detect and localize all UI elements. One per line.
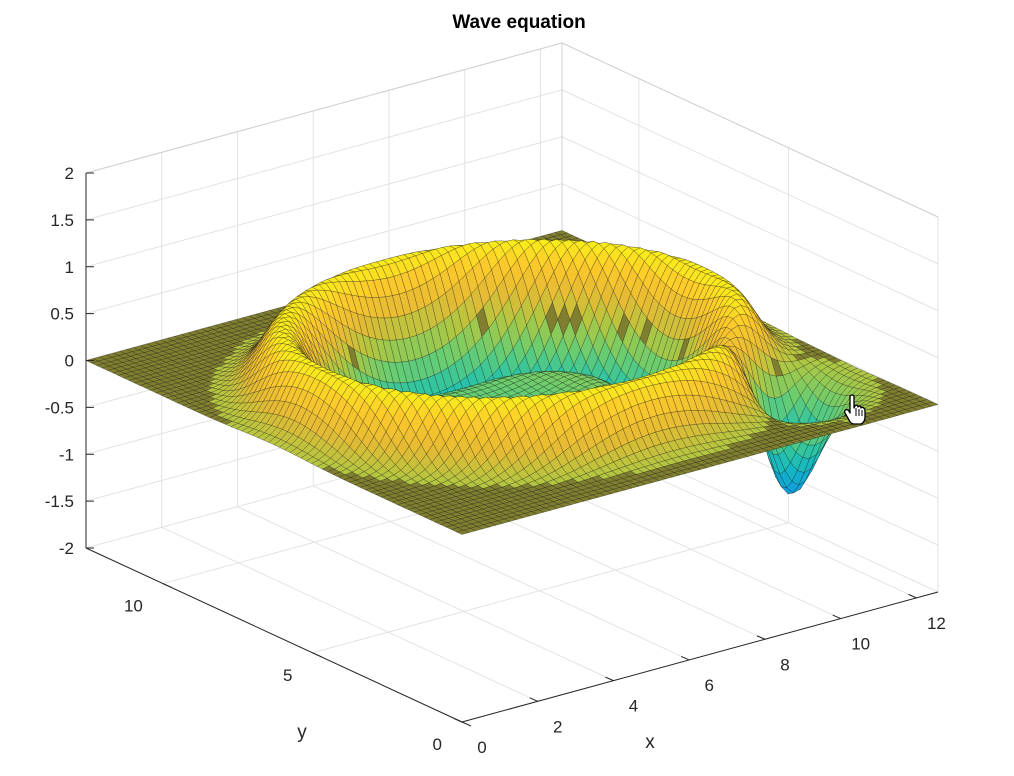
tick-labels: 0 2 4 6 8 10 12 0 5 10 2 1.5 1 0.5 0 -0.5 -1 -1.5 -2 xyxy=(45,164,946,757)
wall-grid-line xyxy=(561,136,939,312)
z-tick-label: 1.5 xyxy=(50,211,74,230)
x-tick-label: 2 xyxy=(553,717,562,736)
y-axis-line xyxy=(85,547,463,723)
wall-grid-line xyxy=(561,183,939,359)
x-tick-label: 0 xyxy=(477,738,486,757)
wall-grid-line xyxy=(561,89,939,265)
floor-grid-line xyxy=(237,506,614,682)
x-tick xyxy=(529,697,538,702)
z-tick-label: 0.5 xyxy=(50,305,74,324)
x-tick-label: 4 xyxy=(629,697,638,716)
box-edge xyxy=(85,42,563,174)
box-edge xyxy=(561,42,939,218)
wall-grid-line xyxy=(85,89,563,221)
x-tick-label: 6 xyxy=(704,676,713,695)
x-tick-label: 12 xyxy=(927,614,946,633)
floor-grid-line xyxy=(312,485,690,661)
x-tick-label: 8 xyxy=(780,655,789,674)
y-tick xyxy=(162,583,173,589)
axes-lines xyxy=(85,172,939,727)
x-tick xyxy=(453,718,463,723)
z-tick-label: -2 xyxy=(59,539,74,558)
surface-mesh xyxy=(85,230,939,535)
surface-patch xyxy=(456,530,470,535)
wall-grid-line xyxy=(85,183,563,315)
y-tick-label: 5 xyxy=(283,666,292,685)
z-tick-label: -1.5 xyxy=(45,492,74,511)
x-tick xyxy=(908,593,917,599)
hand-pointer-icon xyxy=(843,394,866,425)
x-tick xyxy=(832,614,841,620)
y-tick xyxy=(461,721,472,727)
z-tick-label: 2 xyxy=(65,164,74,183)
x-axis-label: x xyxy=(645,732,655,753)
y-axis-label: y xyxy=(297,722,307,743)
z-tick-label: -0.5 xyxy=(45,398,74,417)
z-tick-label: -1 xyxy=(59,445,74,464)
x-tick xyxy=(681,655,690,661)
wall-grid-line xyxy=(85,136,563,268)
y-tick xyxy=(312,652,322,658)
z-tick-label: 1 xyxy=(65,258,74,277)
x-tick xyxy=(605,676,614,682)
y-tick-label: 10 xyxy=(124,597,143,616)
floor-grid-line xyxy=(312,522,789,654)
chart-title: Wave equation xyxy=(452,12,585,33)
x-tick xyxy=(756,635,766,640)
x-axis-line xyxy=(461,591,939,723)
z-tick-label: 0 xyxy=(65,352,74,371)
x-tick-label: 10 xyxy=(851,635,870,654)
y-tick-label: 0 xyxy=(433,735,442,754)
floor-grid-line xyxy=(161,526,538,702)
